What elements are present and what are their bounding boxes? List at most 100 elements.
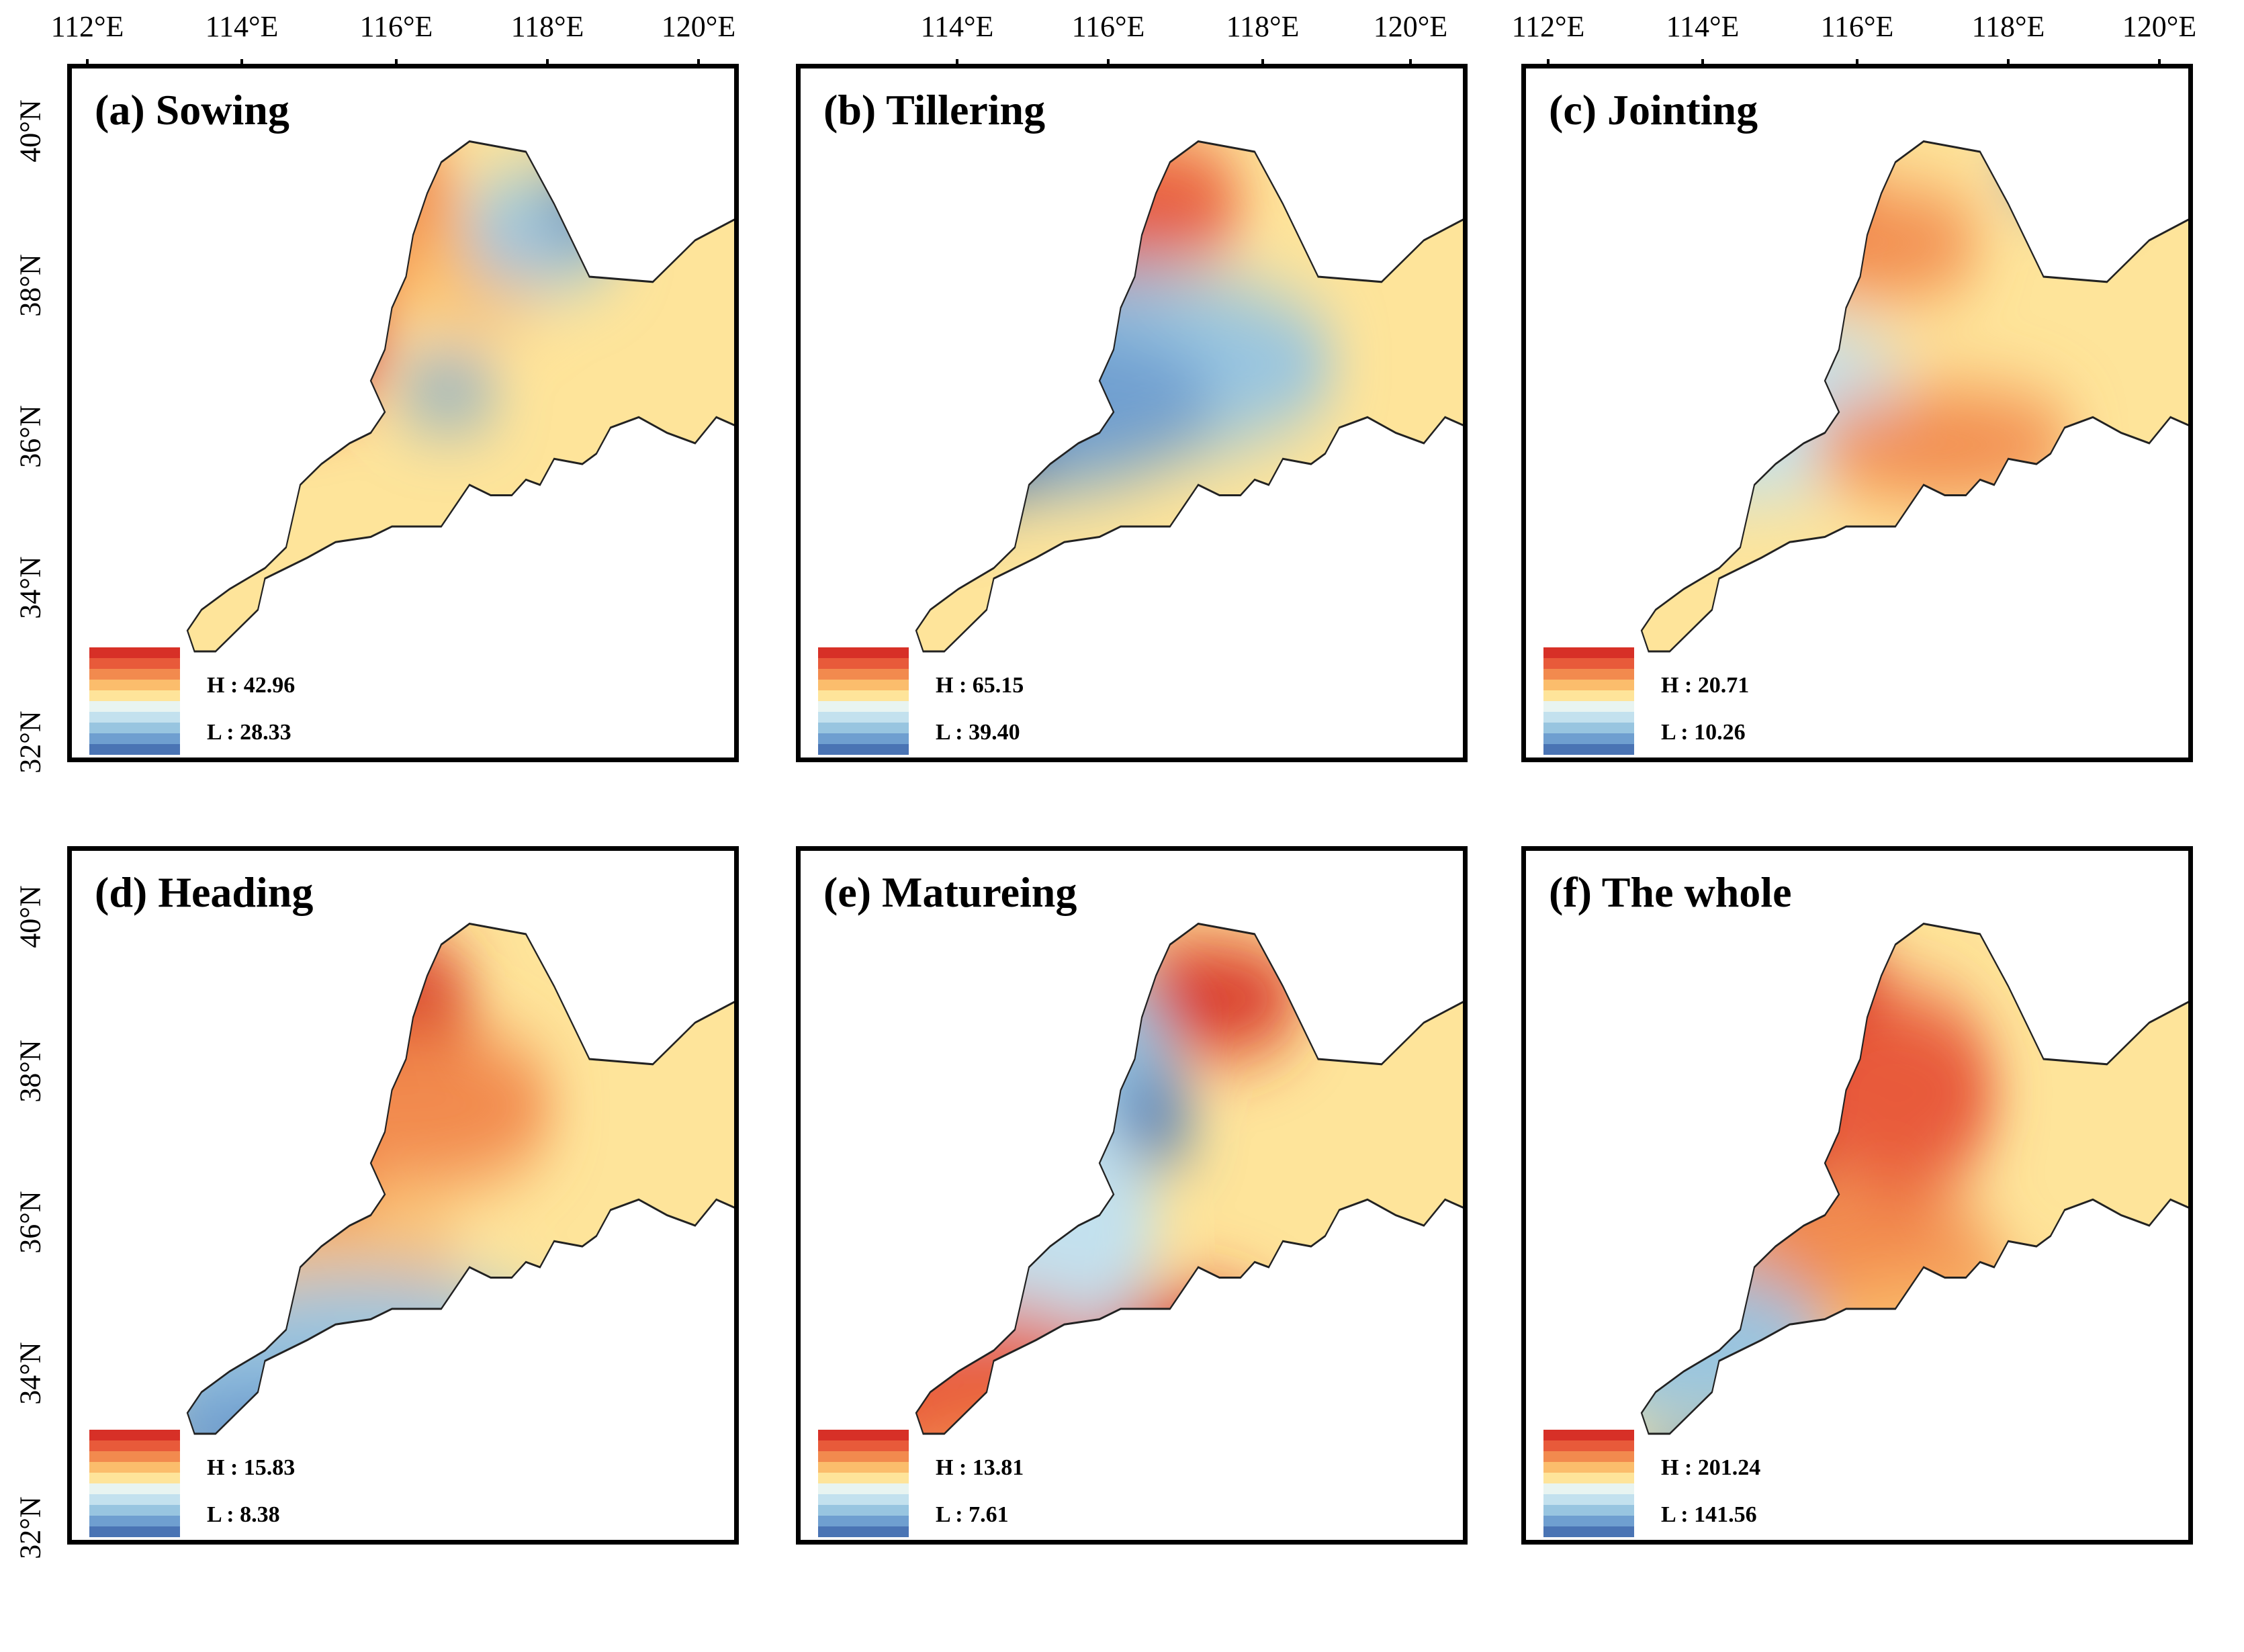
legend-swatch — [818, 1462, 909, 1473]
lon-tick: 114°E — [920, 10, 994, 43]
panel-title: (d) Heading — [95, 868, 314, 916]
lon-tick: 112°E — [50, 10, 124, 43]
legend: H : 13.81 L : 7.61 — [818, 1430, 1087, 1540]
legend-swatch — [818, 712, 909, 723]
lon-tick: 116°E — [1820, 10, 1894, 43]
legend-swatch — [1543, 744, 1634, 755]
legend-swatch — [818, 647, 909, 658]
legend-low-label: L : 7.61 — [936, 1502, 1009, 1527]
legend-swatch — [818, 1473, 909, 1483]
legend-swatch — [89, 1462, 180, 1473]
value-zone — [1103, 945, 1304, 1052]
color-ramp — [818, 1430, 909, 1537]
legend-swatch — [818, 733, 909, 744]
legend-swatch — [818, 1494, 909, 1505]
legend-swatch — [89, 1430, 180, 1440]
legend-swatch — [1543, 1430, 1634, 1440]
legend-low-label: L : 141.56 — [1661, 1502, 1757, 1527]
legend-swatch — [818, 690, 909, 701]
color-ramp — [1543, 1430, 1634, 1537]
legend-high-label: H : 20.71 — [1661, 673, 1750, 698]
value-zone — [915, 263, 1338, 465]
region-outline — [915, 140, 1463, 653]
panel-heading: (d) Heading H : 15.83 L : 8.38 — [67, 846, 739, 1545]
legend-swatch — [89, 1494, 180, 1505]
legend-swatch — [1543, 1473, 1634, 1483]
region-outline — [915, 922, 1463, 1435]
heat-map — [186, 922, 734, 1435]
legend-swatch — [89, 658, 180, 669]
lon-tick: 120°E — [661, 10, 736, 43]
value-zone — [1056, 142, 1244, 263]
legend-swatch — [818, 1505, 909, 1516]
legend-swatch — [1543, 1526, 1634, 1537]
legend-low-label: L : 10.26 — [1661, 720, 1746, 745]
legend-swatch — [89, 744, 180, 755]
lon-tick: 120°E — [2122, 10, 2197, 43]
legend-swatch — [1543, 690, 1634, 701]
axis-tick — [1701, 59, 1704, 66]
legend-swatch — [818, 1451, 909, 1462]
legend-low-label: L : 28.33 — [207, 720, 291, 745]
legend-swatch — [89, 1451, 180, 1462]
legend-swatch — [818, 723, 909, 733]
lon-tick: 118°E — [1971, 10, 2045, 43]
value-zone — [1701, 141, 1862, 257]
legend-low-label: L : 39.40 — [936, 720, 1020, 745]
legend-swatch — [818, 1483, 909, 1494]
legend-swatch — [89, 712, 180, 723]
region-outline — [1640, 922, 2188, 1435]
region-outline — [186, 922, 734, 1435]
color-ramp — [818, 647, 909, 755]
legend-swatch — [89, 733, 180, 744]
heat-map — [915, 922, 1463, 1435]
axis-tick — [1261, 59, 1264, 66]
value-zone — [915, 383, 1056, 505]
region-outline — [186, 140, 734, 653]
legend: H : 65.15 L : 39.40 — [818, 647, 1087, 758]
legend-swatch — [89, 723, 180, 733]
legend-swatch — [89, 1473, 180, 1483]
lon-tick: 118°E — [1226, 10, 1300, 43]
legend-swatch — [1543, 669, 1634, 680]
axis-tick — [697, 59, 700, 66]
value-zone — [1103, 1079, 1197, 1160]
lon-tick: 116°E — [359, 10, 433, 43]
legend-high-label: H : 65.15 — [936, 673, 1024, 698]
legend-swatch — [818, 658, 909, 669]
legend-swatch — [818, 744, 909, 755]
legend-swatch — [89, 647, 180, 658]
legend: H : 20.71 L : 10.26 — [1543, 647, 1812, 758]
legend-high-label: H : 42.96 — [207, 673, 296, 698]
legend: H : 42.96 L : 28.33 — [89, 647, 358, 758]
legend-swatch — [89, 1483, 180, 1494]
lat-tick: 38°N — [13, 254, 47, 317]
color-ramp — [1543, 647, 1634, 755]
value-zone — [461, 176, 623, 284]
lat-tick: 40°N — [13, 99, 47, 163]
lon-tick: 120°E — [1373, 10, 1448, 43]
legend-swatch — [89, 669, 180, 680]
legend-low-label: L : 8.38 — [207, 1502, 280, 1527]
panel-title: (a) Sowing — [95, 86, 289, 134]
legend-swatch — [1543, 680, 1634, 690]
panel-the-whole: (f) The whole H : 201.24 L : 141.56 — [1521, 846, 2193, 1545]
legend-swatch — [1543, 1483, 1634, 1494]
lat-tick: 40°N — [13, 885, 47, 948]
legend-swatch — [89, 1516, 180, 1526]
panel-title: (b) Tillering — [823, 86, 1046, 134]
value-zone — [1808, 992, 1996, 1193]
legend-swatch — [1543, 712, 1634, 723]
legend-swatch — [818, 701, 909, 712]
heat-map — [1640, 140, 2188, 653]
axis-tick — [546, 59, 549, 66]
axis-tick — [956, 59, 958, 66]
value-zone — [915, 243, 1123, 337]
lat-tick: 34°N — [13, 556, 47, 619]
legend-swatch — [1543, 1451, 1634, 1462]
axis-tick — [2158, 59, 2161, 66]
value-zone — [187, 189, 374, 351]
lat-tick: 38°N — [13, 1040, 47, 1103]
value-zone — [1641, 350, 1721, 485]
legend-swatch — [818, 1526, 909, 1537]
